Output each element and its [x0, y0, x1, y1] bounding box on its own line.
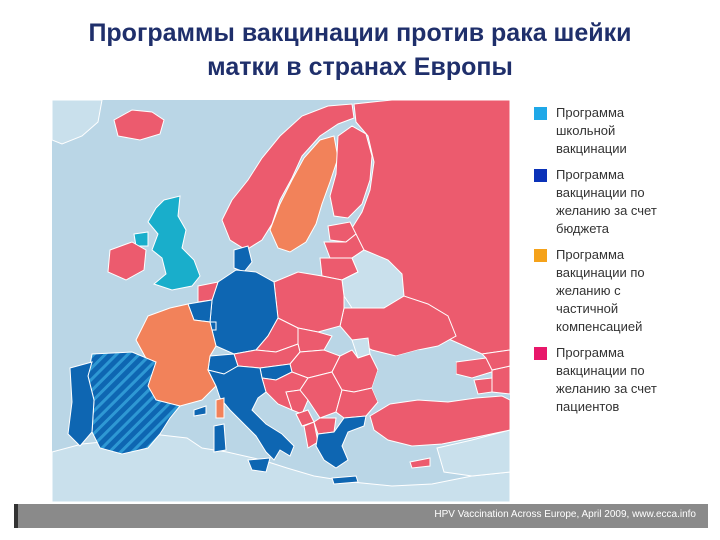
region-sweden	[269, 135, 339, 253]
region-italy	[207, 365, 295, 461]
legend-label-line: Программа	[556, 247, 625, 262]
region-ireland	[107, 241, 147, 281]
legend-label-line: бюджета	[556, 221, 610, 236]
region-balearics	[193, 405, 207, 417]
europe-map	[52, 100, 510, 502]
legend-label-line: Программа	[556, 167, 625, 182]
region-portugal	[67, 361, 95, 447]
legend-label-line: Программа	[556, 345, 625, 360]
region-middle-east	[436, 429, 510, 477]
region-greece	[315, 415, 367, 469]
map-legend: Программа школьной вакцинации Программа вакц…	[534, 104, 704, 424]
region-bosnia	[285, 389, 309, 415]
region-azerbaijan	[491, 365, 510, 395]
legend-label-line: Программа	[556, 105, 625, 120]
legend-label-line: пациентов	[556, 399, 620, 414]
legend-item-partial: Программа вакцинации по желанию с частичной…	[534, 246, 704, 336]
legend-label-line: компенсацией	[556, 319, 643, 334]
legend-swatch-patient	[534, 347, 547, 360]
region-greenland	[52, 100, 103, 145]
legend-label-line: желанию за счет	[556, 381, 657, 396]
region-cyprus	[409, 457, 431, 469]
legend-label-line: частичной	[556, 301, 619, 316]
legend-label-line: вакцинации	[556, 141, 627, 156]
legend-item-patient: Программа вакцинации по желанию за счет пац…	[534, 344, 704, 416]
footer-bar	[14, 504, 708, 528]
legend-swatch-partial	[534, 249, 547, 262]
legend-swatch-school	[534, 107, 547, 120]
region-uk	[147, 195, 201, 291]
legend-label-patient: Программа вакцинации по желанию за счет пац…	[556, 344, 704, 416]
region-denmark	[233, 245, 253, 273]
source-note: HPV Vaccination Across Europe, April 200…	[434, 509, 696, 520]
footer-accent	[14, 504, 18, 528]
legend-label-line: желанию за счет	[556, 203, 657, 218]
legend-label-line: желанию с	[556, 283, 621, 298]
legend-label-line: школьной	[556, 123, 616, 138]
black-sea	[372, 350, 456, 402]
legend-label-line: вакцинации по	[556, 185, 645, 200]
region-finland	[329, 125, 373, 219]
region-iceland	[113, 109, 165, 141]
map-title: Программы вакцинации против рака шейки м…	[40, 16, 680, 84]
legend-item-school: Программа школьной вакцинации	[534, 104, 704, 158]
region-sicily	[247, 457, 271, 473]
region-corsica	[215, 397, 225, 419]
map-title-line-1: Программы вакцинации против рака шейки	[88, 19, 632, 47]
region-crete	[331, 475, 359, 485]
region-northern-ireland	[133, 231, 149, 247]
legend-label-line: вакцинации по	[556, 265, 645, 280]
region-macedonia	[313, 417, 337, 435]
legend-label-budget: Программа вакцинации по желанию за счет бюд…	[556, 166, 704, 238]
europe-map-svg	[52, 100, 510, 502]
region-sardinia	[213, 423, 227, 453]
map-title-line-2: матки в странах Европы	[207, 53, 513, 81]
region-belarus	[341, 249, 405, 309]
legend-label-partial: Программа вакцинации по желанию с частичной…	[556, 246, 704, 336]
legend-item-budget: Программа вакцинации по желанию за счет бюд…	[534, 166, 704, 238]
legend-label-line: вакцинации по	[556, 363, 645, 378]
region-turkey	[369, 395, 510, 447]
legend-swatch-budget	[534, 169, 547, 182]
legend-label-school: Программа школьной вакцинации	[556, 104, 704, 158]
region-kazakhstan	[480, 349, 510, 371]
